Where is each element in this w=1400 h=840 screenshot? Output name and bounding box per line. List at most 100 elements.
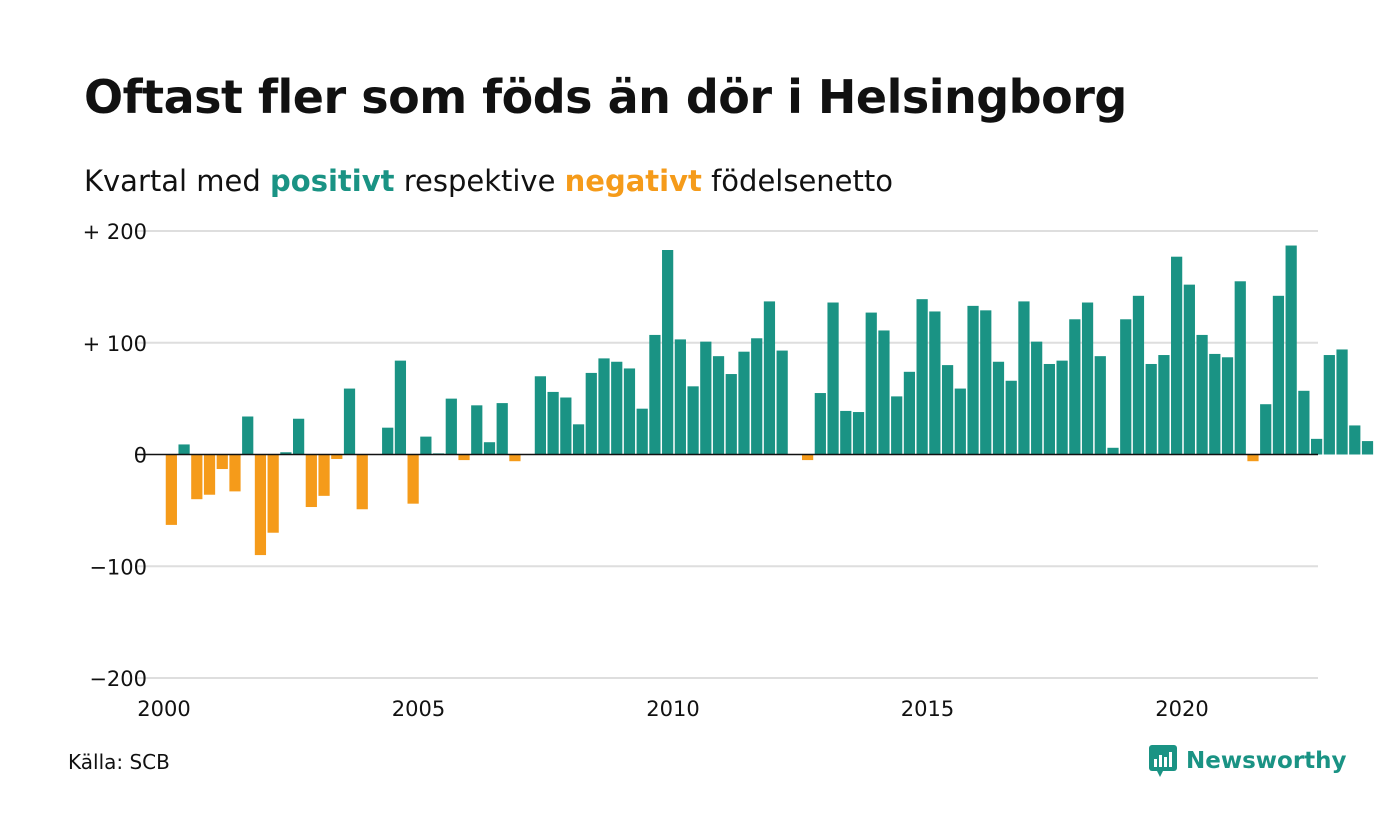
bar [1056,360,1068,455]
subtitle-positive-word: positivt [270,164,395,198]
bar [941,365,954,455]
bar [331,454,343,459]
subtitle-middle: respektive [394,164,565,198]
bar [712,356,725,455]
bar [1298,390,1310,455]
bar [382,427,394,455]
bar [611,361,623,455]
bar [178,444,190,455]
bar [636,408,648,455]
bar [509,454,521,462]
bar [1361,441,1374,455]
bar [1094,356,1106,455]
bar [1120,319,1132,455]
bar [763,301,776,455]
bar [751,338,763,455]
x-tick-label: 2020 [1155,697,1208,720]
bar [1336,349,1348,455]
bar [496,403,508,455]
bar [1183,284,1195,455]
bar [305,454,317,508]
bar [1043,363,1055,455]
y-tick-label: −100 [89,555,147,579]
bar [738,351,750,455]
bar [1069,319,1081,455]
bar [1018,301,1030,455]
bar [1247,454,1259,462]
bar [471,405,483,455]
brand: Newsworthy [1148,744,1347,778]
bar [1272,295,1285,455]
bar [203,454,216,495]
bar [343,388,356,455]
bar [598,358,610,455]
bar-chart: + 200 + 100 0 −100 −200 2000 2005 2010 2015 2020 [83,220,1374,720]
bar [242,416,254,455]
bar [992,361,1005,455]
bar [840,410,852,455]
bar [700,341,712,455]
source-note: Källa: SCB [68,750,170,774]
bar [852,412,865,455]
bar [891,396,903,455]
bar [649,334,661,455]
subtitle-negative-word: negativt [564,164,702,198]
bar [980,310,992,455]
subtitle-prefix: Kvartal med [84,164,271,198]
bar [229,454,241,492]
bar [1145,363,1157,455]
bar [293,418,305,455]
bar [1209,353,1221,455]
x-tick-label: 2010 [646,697,699,720]
bar [165,454,177,525]
bar [191,454,203,500]
bar [1323,355,1335,455]
bar [585,372,597,455]
bar [356,454,368,510]
y-tick-label: + 100 [83,332,147,356]
y-tick-label: −200 [89,667,147,691]
bar [1081,302,1094,455]
bar [1107,447,1119,455]
bar [687,386,699,455]
newsworthy-logo-icon [1149,745,1177,777]
bar [1311,438,1323,455]
bar [458,454,470,461]
bar [1260,404,1272,455]
bar [623,368,636,455]
bar [318,454,330,496]
bar [572,424,585,455]
bar [878,330,890,455]
y-tick-label: + 200 [83,220,147,244]
bar [547,391,559,455]
bar [827,302,839,455]
bar [1234,281,1246,455]
bar [776,350,788,455]
subtitle-suffix: födelsenetto [701,164,893,198]
bar [1031,341,1043,455]
bar [1196,334,1208,455]
bar [280,452,292,455]
bar [1005,380,1017,455]
bar [662,250,674,455]
chart-subtitle: Kvartal med positivt respektive negativt… [84,164,893,199]
bar [445,398,457,455]
bar [1285,245,1297,455]
bar [954,388,966,455]
bar [216,454,228,470]
x-tick-label: 2015 [901,697,954,720]
bar [534,376,546,455]
bar [420,436,432,455]
bar [814,393,826,455]
bar [725,374,737,455]
bar [929,311,941,455]
bar [483,442,496,455]
y-tick-label: 0 [134,444,147,468]
bar [267,454,279,533]
x-tick-label: 2000 [137,697,190,720]
brand-name: Newsworthy [1186,748,1347,774]
bar [407,454,419,504]
bar [1132,295,1145,455]
bar [1158,355,1170,455]
bar [674,339,686,455]
